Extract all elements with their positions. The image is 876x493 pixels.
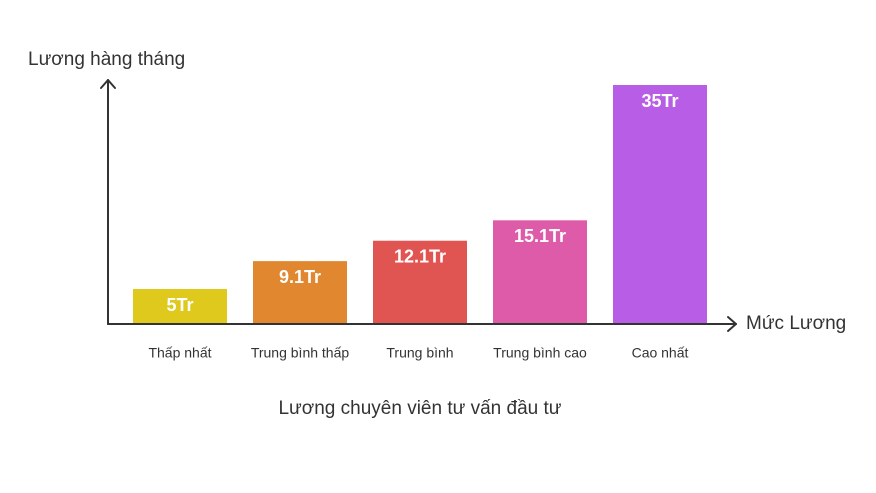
bar (133, 289, 227, 323)
chart-title: Lương chuyên viên tư vấn đầu tư (278, 398, 561, 419)
axes (100, 79, 737, 332)
value-label: 9.1Tr (279, 267, 321, 287)
value-label: 12.1Tr (394, 246, 446, 266)
y-axis-arrow (100, 79, 116, 89)
value-label: 5Tr (166, 295, 193, 315)
x-tick-label: Trung bình (386, 345, 453, 361)
bar (493, 220, 587, 323)
x-tick-label: Trung bình cao (493, 345, 587, 361)
bar (253, 261, 347, 323)
bar (373, 240, 467, 323)
y-axis-title: Lương hàng tháng (28, 49, 185, 70)
x-tick-label: Thấp nhất (148, 345, 211, 361)
value-label: 35Tr (641, 91, 678, 111)
x-axis-arrow (727, 316, 737, 332)
x-tick-label: Cao nhất (632, 345, 689, 361)
value-label: 15.1Tr (514, 226, 566, 246)
bar (613, 85, 707, 323)
x-axis-title: Mức Lương (746, 313, 846, 334)
x-tick-label: Trung bình thấp (251, 345, 350, 361)
